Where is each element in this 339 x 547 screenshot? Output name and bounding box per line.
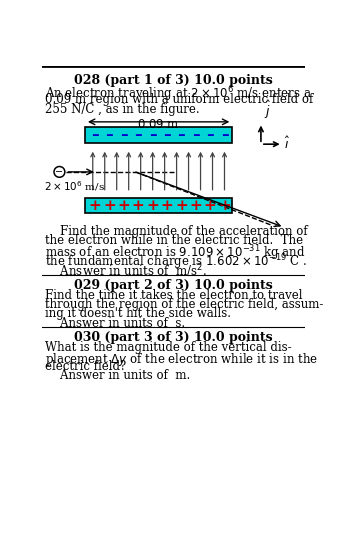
- Text: +: +: [117, 199, 130, 213]
- Text: through the region of the electric field, assum-: through the region of the electric field…: [45, 298, 324, 311]
- Text: mass of an electron is $9.109 \times 10^{-31}$ kg and: mass of an electron is $9.109 \times 10^…: [45, 243, 306, 263]
- Text: What is the magnitude of the vertical dis-: What is the magnitude of the vertical di…: [45, 341, 292, 354]
- Text: +: +: [89, 199, 101, 213]
- Text: $\hat{\imath}$: $\hat{\imath}$: [284, 136, 290, 152]
- Text: Answer in units of  m.: Answer in units of m.: [45, 369, 191, 382]
- Text: +: +: [132, 199, 145, 213]
- Text: +: +: [161, 199, 173, 213]
- Text: Find the magnitude of the acceleration of: Find the magnitude of the acceleration o…: [45, 225, 308, 238]
- Text: ing it doesn't hit the side walls.: ing it doesn't hit the side walls.: [45, 307, 232, 321]
- Text: +: +: [218, 199, 231, 213]
- Text: $2 \times 10^6$ m/s: $2 \times 10^6$ m/s: [44, 179, 105, 194]
- Text: −: −: [55, 167, 63, 177]
- Text: Answer in units of  m/s$^2$.: Answer in units of m/s$^2$.: [45, 262, 208, 280]
- Text: +: +: [146, 199, 159, 213]
- Text: +: +: [103, 199, 116, 213]
- Text: –: –: [178, 128, 185, 142]
- Text: placement $\Delta y$ of the electron while it is in the: placement $\Delta y$ of the electron whi…: [45, 351, 319, 368]
- Text: $\hat{j}$: $\hat{j}$: [264, 99, 271, 121]
- Text: –: –: [120, 128, 128, 142]
- Text: 030 (part 3 of 3) 10.0 points: 030 (part 3 of 3) 10.0 points: [75, 331, 273, 344]
- Text: 028 (part 1 of 3) 10.0 points: 028 (part 1 of 3) 10.0 points: [74, 74, 273, 87]
- Text: 029 (part 2 of 3) 10.0 points: 029 (part 2 of 3) 10.0 points: [74, 279, 273, 292]
- Text: +: +: [190, 199, 202, 213]
- Text: –: –: [192, 128, 200, 142]
- Text: the electron while in the electric field.  The: the electron while in the electric field…: [45, 234, 304, 247]
- Text: the fundamental charge is $1.602 \times 10^{-19}$ C .: the fundamental charge is $1.602 \times …: [45, 253, 308, 272]
- Text: An electron traveling at $2 \times 10^6$ m/s enters a: An electron traveling at $2 \times 10^6$…: [45, 84, 313, 104]
- Text: –: –: [206, 128, 214, 142]
- Text: –: –: [105, 128, 113, 142]
- Text: +: +: [175, 199, 188, 213]
- Text: $0.09$ m: $0.09$ m: [137, 118, 180, 131]
- Text: Find the time it takes the electron to travel: Find the time it takes the electron to t…: [45, 289, 303, 302]
- Text: –: –: [149, 128, 157, 142]
- Text: –: –: [91, 128, 99, 142]
- Text: 0.09 m region with a uniform electric field of: 0.09 m region with a uniform electric fi…: [45, 94, 314, 106]
- Text: –: –: [163, 128, 171, 142]
- Text: –: –: [134, 128, 142, 142]
- Text: –: –: [221, 128, 228, 142]
- Bar: [85, 198, 232, 213]
- Text: electric field?: electric field?: [45, 360, 127, 373]
- Text: Answer in units of  s.: Answer in units of s.: [45, 317, 185, 330]
- Bar: [85, 127, 232, 143]
- Text: 255 N/C , as in the figure.: 255 N/C , as in the figure.: [45, 103, 200, 115]
- Text: +: +: [204, 199, 217, 213]
